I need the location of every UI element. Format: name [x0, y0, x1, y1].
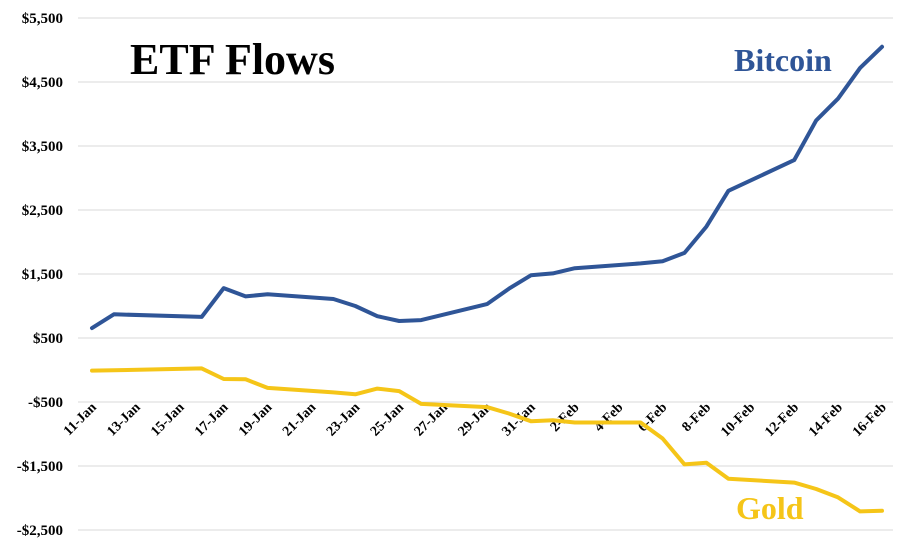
series-line-gold — [90, 366, 884, 514]
x-tick-label: 17-Jan — [192, 400, 231, 439]
series-label-gold: Gold — [736, 490, 804, 526]
x-tick-label: 4-Feb — [592, 400, 627, 435]
y-tick-label: $2,500 — [22, 203, 63, 219]
gridlines — [78, 17, 893, 531]
x-tick-label: 21-Jan — [280, 400, 319, 439]
x-tick-label: 23-Jan — [324, 400, 363, 439]
x-tick-label: 12-Feb — [762, 400, 802, 440]
series-line-bitcoin — [90, 44, 884, 331]
y-tick-label: $1,500 — [22, 267, 63, 283]
y-tick-label: -$1,500 — [17, 459, 63, 475]
y-tick-label: $5,500 — [22, 11, 63, 27]
x-tick-label: 2-Feb — [548, 400, 583, 435]
y-tick-label: $500 — [33, 331, 63, 347]
x-tick-label: 13-Jan — [105, 400, 144, 439]
x-tick-label: 16-Feb — [850, 400, 890, 440]
x-tick-label: 10-Feb — [718, 400, 758, 440]
y-tick-label: -$2,500 — [17, 523, 63, 539]
y-tick-label: -$500 — [28, 395, 63, 411]
series-label-bitcoin: Bitcoin — [734, 42, 832, 78]
x-tick-label: 14-Feb — [806, 400, 846, 440]
x-tick-label: 11-Jan — [61, 400, 100, 439]
y-tick-label: $4,500 — [22, 75, 63, 91]
x-tick-label: 19-Jan — [236, 400, 275, 439]
x-tick-label: 25-Jan — [368, 400, 407, 439]
chart-title: ETF Flows — [130, 35, 335, 84]
y-axis-tick-labels: -$2,500 -$1,500 -$500 $500 $1,500 $2,500 $3,50… — [17, 11, 63, 539]
series-lines — [90, 44, 884, 514]
x-tick-label: 15-Jan — [148, 400, 187, 439]
x-tick-label: 8-Feb — [679, 400, 714, 435]
y-tick-label: $3,500 — [22, 139, 63, 155]
